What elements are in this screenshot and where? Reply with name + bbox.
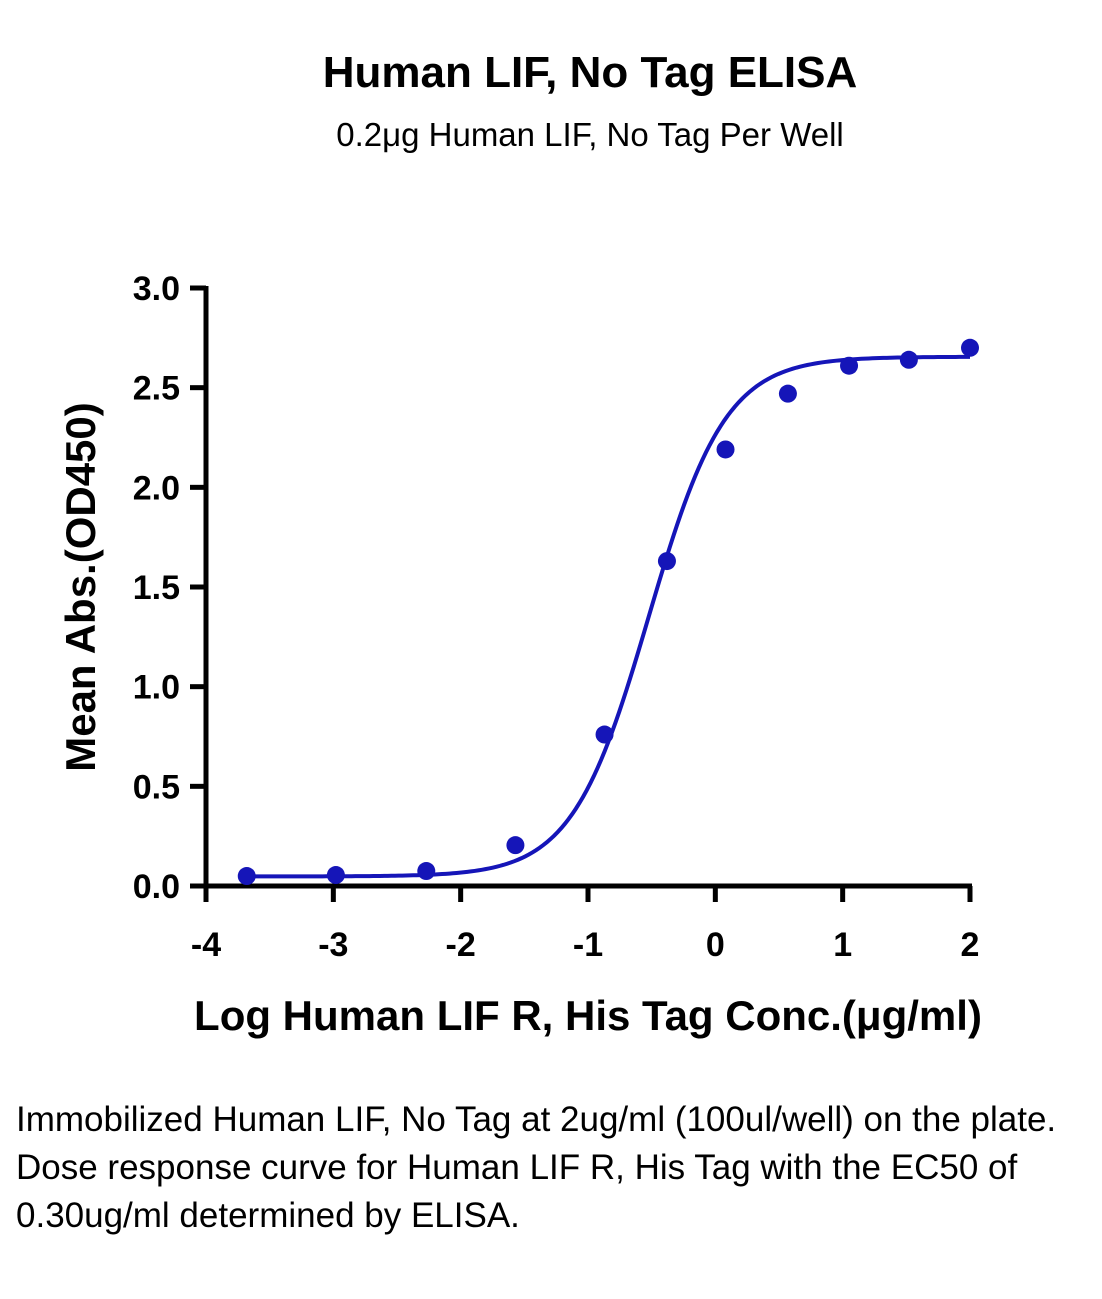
y-tick-label: 0.0: [133, 868, 180, 906]
x-tick-label: -4: [191, 926, 221, 964]
fit-curve: [246, 354, 971, 879]
y-axis-title: Mean Abs.(OD450): [57, 402, 104, 772]
figure-caption: Immobilized Human LIF, No Tag at 2ug/ml …: [16, 1100, 1057, 1235]
chart-title: Human LIF, No Tag ELISA: [322, 48, 858, 97]
data-point: [506, 836, 525, 855]
data-point: [417, 862, 436, 881]
x-axis-title: Log Human LIF R, His Tag Conc.(μg/ml): [194, 992, 982, 1039]
data-point: [961, 338, 979, 357]
data-points: [237, 338, 979, 886]
x-tick-label: -2: [446, 926, 476, 964]
data-point: [326, 866, 345, 885]
data-point: [237, 867, 256, 886]
chart-subtitle: 0.2μg Human LIF, No Tag Per Well: [336, 116, 844, 153]
data-point: [595, 725, 614, 744]
x-ticks: -4 -3 -2 -1 0 1 2: [191, 886, 980, 964]
x-tick-label: 0: [706, 926, 725, 964]
y-ticks: 0.0 0.5 1.0 1.5 2.0 2.5 3.0: [133, 270, 206, 906]
y-tick-label: 2.5: [133, 370, 180, 408]
y-tick-label: 3.0: [133, 270, 180, 308]
x-tick-label: -1: [573, 926, 603, 964]
axes: [203, 286, 972, 889]
y-tick-label: 1.5: [133, 569, 180, 607]
elisa-dose-response-plot: -4 -3 -2 -1 0 1 2 0.0 0.5 1.0 1.5 2.0 2.5 3.0 Log Hu…: [57, 270, 982, 1039]
x-tick-label: 2: [961, 926, 980, 964]
y-tick-label: 2.0: [133, 469, 180, 507]
data-point: [778, 384, 797, 403]
x-tick-label: -3: [318, 926, 348, 964]
data-point: [899, 350, 918, 369]
data-point: [716, 440, 735, 459]
data-point: [840, 356, 859, 375]
x-tick-label: 1: [833, 926, 852, 964]
y-tick-label: 0.5: [133, 768, 180, 806]
y-tick-label: 1.0: [133, 669, 180, 707]
data-point: [657, 552, 676, 571]
